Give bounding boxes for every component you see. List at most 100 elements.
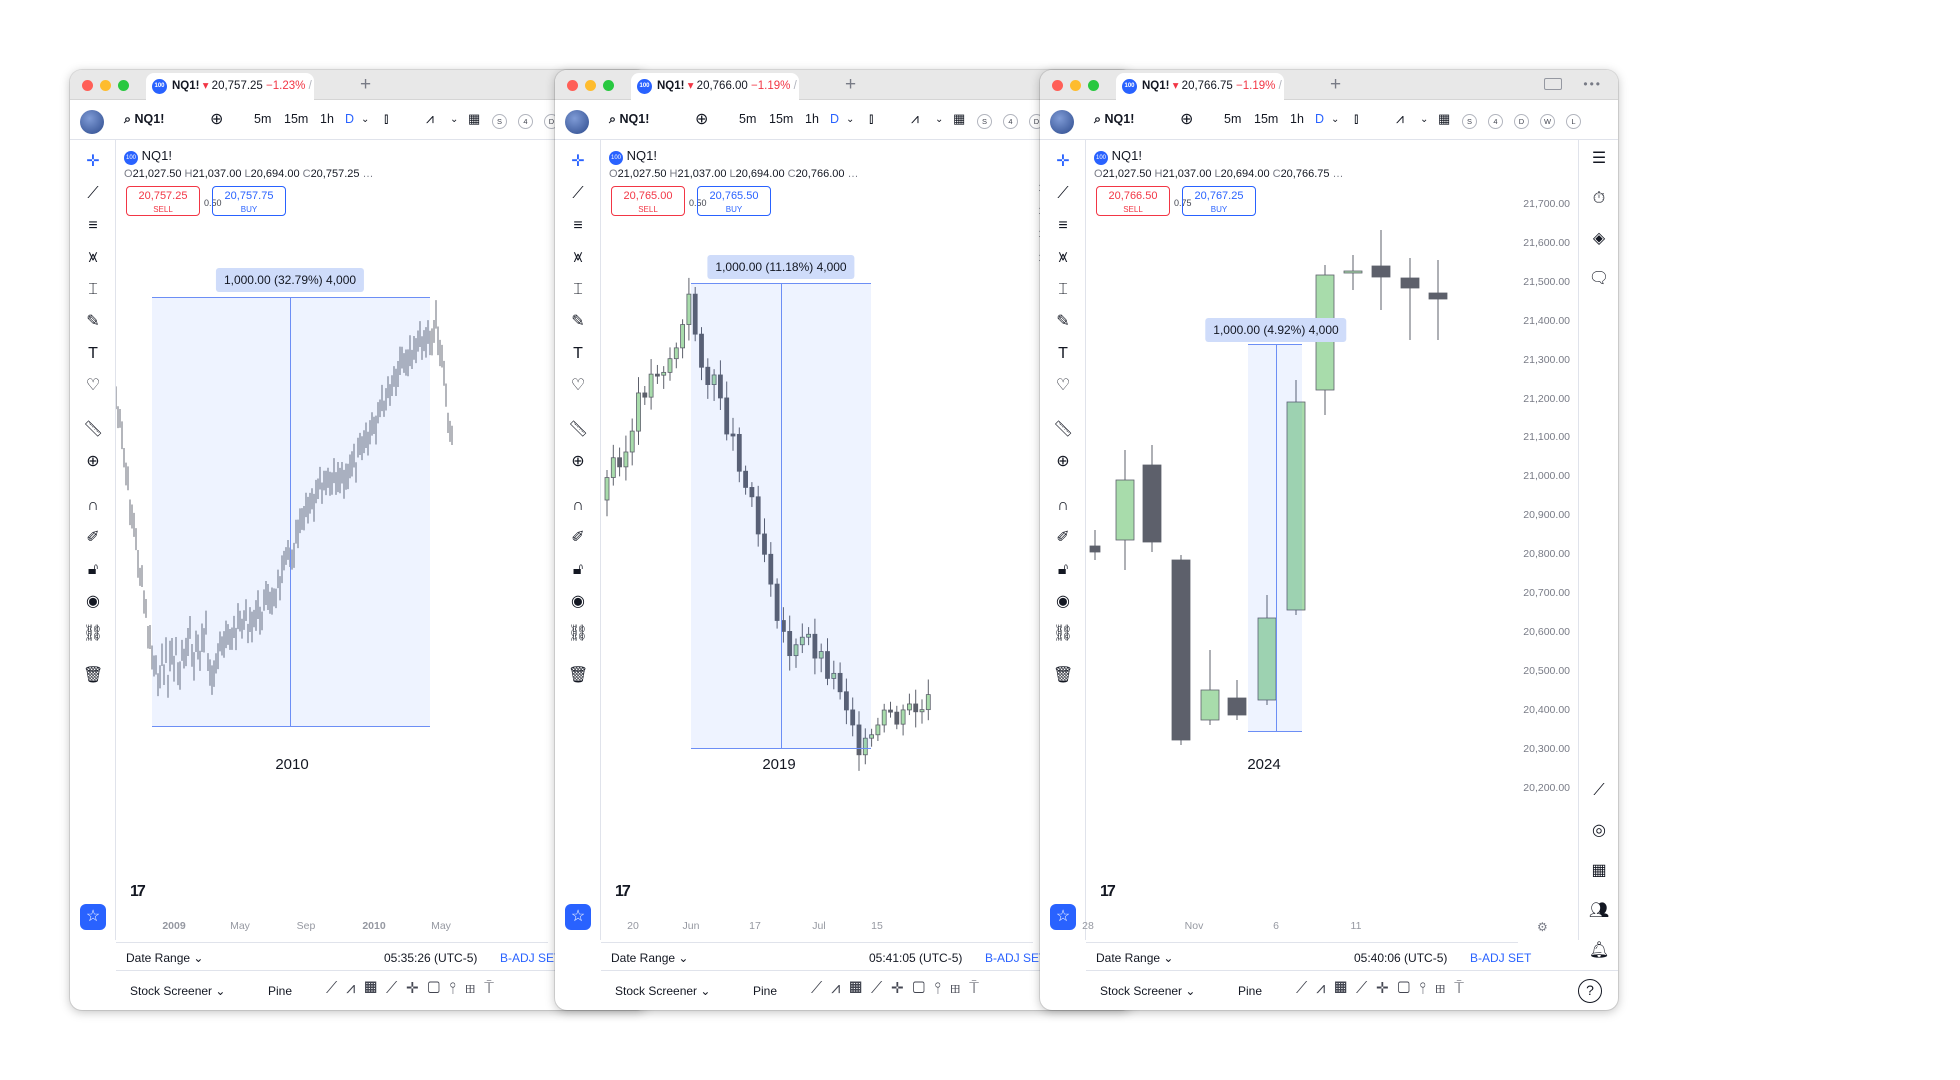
magnet-icon[interactable]: ∩	[572, 497, 584, 514]
stock-screener-tab[interactable]: Stock Screener ⌄	[1100, 984, 1195, 998]
timeframe-5m[interactable]: 5m	[1224, 112, 1242, 126]
session-4-button[interactable]: 4	[1003, 114, 1018, 129]
strategy-icon[interactable]: ⟋	[1593, 782, 1605, 799]
measure-range-box[interactable]	[1248, 344, 1302, 732]
trendline-icon[interactable]: ⟋	[572, 185, 584, 202]
tradingview-logo[interactable]: 17	[615, 883, 631, 900]
time-axis[interactable]: 20 Jun 17 Jul 15	[601, 920, 1031, 938]
browser-tab[interactable]: 100 NQ1! ▾ 20,766.75 −1.19% / MA	[1116, 73, 1284, 100]
link-icon[interactable]: ⛓︎	[83, 625, 104, 642]
timeframe-15m[interactable]: 15m	[1254, 112, 1279, 126]
add-symbol-icon[interactable]: ⊕	[695, 111, 709, 128]
fib-lines-icon[interactable]: ≡	[88, 217, 98, 234]
chevron-down-icon[interactable]: ⌄	[935, 114, 944, 125]
settings-gear-icon[interactable]: ⚙	[1537, 920, 1548, 934]
chart-pane[interactable]: 100 NQ1! O21,027.50 H21,037.00 L20,694.0…	[601, 140, 1029, 900]
lock-drawing-icon[interactable]: ✐	[1056, 529, 1070, 546]
add-symbol-icon[interactable]: ⊕	[210, 111, 224, 128]
symbol-search[interactable]: ⌕ NQ1!	[124, 112, 164, 127]
session-4-button[interactable]: 4	[518, 114, 533, 129]
stock-screener-tab[interactable]: Stock Screener ⌄	[615, 984, 710, 998]
trash-icon[interactable]: 🗑︎	[83, 667, 104, 684]
session-d-button[interactable]: D	[1514, 114, 1529, 129]
browser-tab[interactable]: 100 NQ1! ▾ 20,766.00 −1.19% / MA	[631, 73, 799, 100]
date-range-button[interactable]: Date Range ⌄	[611, 951, 688, 965]
timeframe-1h[interactable]: 1h	[805, 112, 819, 126]
crosshair-icon[interactable]: ✛	[571, 153, 585, 170]
sell-button[interactable]: 20,765.00 SELL	[611, 186, 685, 216]
ruler-icon[interactable]: 📏︎	[568, 421, 589, 438]
candles-icon[interactable]: ⫾	[384, 110, 389, 126]
crosshair-icon[interactable]: ✛	[86, 153, 100, 170]
brush-icon[interactable]: ✎	[1056, 313, 1070, 330]
candles-icon[interactable]: ⫾	[1354, 110, 1359, 126]
badj-toggle[interactable]: B-ADJ	[985, 951, 1020, 965]
community-icon[interactable]: 👥︎	[1588, 902, 1610, 919]
chart-pane[interactable]: 100 NQ1! O21,027.50 H21,037.00 L20,694.0…	[116, 140, 544, 900]
target-icon[interactable]: ◎	[1592, 822, 1606, 839]
timeframe-5m[interactable]: 5m	[739, 112, 757, 126]
fib-lines-icon[interactable]: ≡	[1058, 217, 1068, 234]
indicators-icon[interactable]: ⩘	[1396, 110, 1404, 126]
bell-icon[interactable]: 🔔︎	[1588, 942, 1610, 959]
new-tab-icon[interactable]: +	[1330, 74, 1342, 95]
more-icon[interactable]: •••	[1583, 77, 1602, 91]
clock-time[interactable]: 05:40:06 (UTC-5)	[1354, 951, 1448, 965]
clock-time[interactable]: 05:35:26 (UTC-5)	[384, 951, 478, 965]
layout-icon[interactable]: ▦	[953, 111, 966, 126]
minimize-window-button[interactable]	[1070, 80, 1081, 91]
calendar-icon[interactable]: ▦	[1591, 862, 1607, 879]
chat-icon[interactable]: 🗨︎	[1588, 270, 1610, 287]
session-s-button[interactable]: S	[1462, 114, 1477, 129]
timeframe-15m[interactable]: 15m	[769, 112, 794, 126]
clock-time[interactable]: 05:41:05 (UTC-5)	[869, 951, 963, 965]
tradingview-logo[interactable]: 17	[130, 883, 146, 900]
ruler-icon[interactable]: 📏︎	[83, 421, 104, 438]
fib-lines-icon[interactable]: ≡	[573, 217, 583, 234]
time-axis[interactable]: 28 Nov 6 11	[1082, 920, 1516, 938]
trash-icon[interactable]: 🗑︎	[1053, 667, 1074, 684]
maximize-window-button[interactable]	[603, 80, 614, 91]
layout-icon[interactable]: ▦	[468, 111, 481, 126]
avatar[interactable]	[565, 110, 589, 134]
lock-drawing-icon[interactable]: ✐	[571, 529, 585, 546]
date-range-button[interactable]: Date Range ⌄	[1096, 951, 1173, 965]
trendline-icon[interactable]: ⟋	[1057, 185, 1069, 202]
text-tool-icon[interactable]: T	[88, 345, 98, 362]
eye-icon[interactable]: ◉	[1056, 593, 1070, 610]
text-tool-icon[interactable]: T	[573, 345, 583, 362]
timeframe-1h[interactable]: 1h	[1290, 112, 1304, 126]
eye-icon[interactable]: ◉	[86, 593, 100, 610]
measure-tool-icon[interactable]: ⌶	[88, 281, 98, 298]
chevron-down-icon[interactable]: ⌄	[846, 114, 855, 125]
close-window-button[interactable]	[567, 80, 578, 91]
trash-icon[interactable]: 🗑︎	[568, 667, 589, 684]
badj-toggle[interactable]: B-ADJ	[500, 951, 535, 965]
indicators-icon[interactable]: ⩘	[426, 110, 434, 126]
stock-screener-tab[interactable]: Stock Screener ⌄	[130, 984, 225, 998]
symbol-search[interactable]: ⌕ NQ1!	[1094, 112, 1134, 127]
bottom-tools-icons[interactable]: ⟋⩘▦⟋✛▢⫯⊞⍑	[326, 980, 503, 997]
alerts-clock-icon[interactable]: ⏱︎	[1592, 190, 1606, 207]
chevron-down-icon[interactable]: ⌄	[361, 114, 370, 125]
lock-icon[interactable]: 🔓︎	[572, 561, 584, 578]
pattern-icon[interactable]: ⩙	[573, 249, 583, 266]
star-icon[interactable]: ☆	[80, 904, 106, 930]
maximize-window-button[interactable]	[118, 80, 129, 91]
close-window-button[interactable]	[1052, 80, 1063, 91]
session-4-button[interactable]: 4	[1488, 114, 1503, 129]
session-w-button[interactable]: W	[1540, 114, 1555, 129]
timeframe-d[interactable]: D	[830, 112, 840, 126]
zoom-in-icon[interactable]: ⊕	[86, 453, 100, 470]
link-icon[interactable]: ⛓︎	[568, 625, 589, 642]
sell-button[interactable]: 20,766.50 SELL	[1096, 186, 1170, 216]
magnet-icon[interactable]: ∩	[87, 497, 99, 514]
pine-editor-tab[interactable]: Pine	[753, 984, 778, 998]
badj-toggle[interactable]: B-ADJ	[1470, 951, 1505, 965]
zoom-in-icon[interactable]: ⊕	[571, 453, 585, 470]
chart-pane[interactable]: 100 NQ1! O21,027.50 H21,037.00 L20,694.0…	[1086, 140, 1514, 900]
price-axis[interactable]: 21,700.00 21,600.00 21,500.00 21,400.00 21,3…	[1518, 140, 1578, 820]
timeframe-15m[interactable]: 15m	[284, 112, 309, 126]
star-icon[interactable]: ☆	[565, 904, 591, 930]
lock-icon[interactable]: 🔓︎	[1057, 561, 1069, 578]
